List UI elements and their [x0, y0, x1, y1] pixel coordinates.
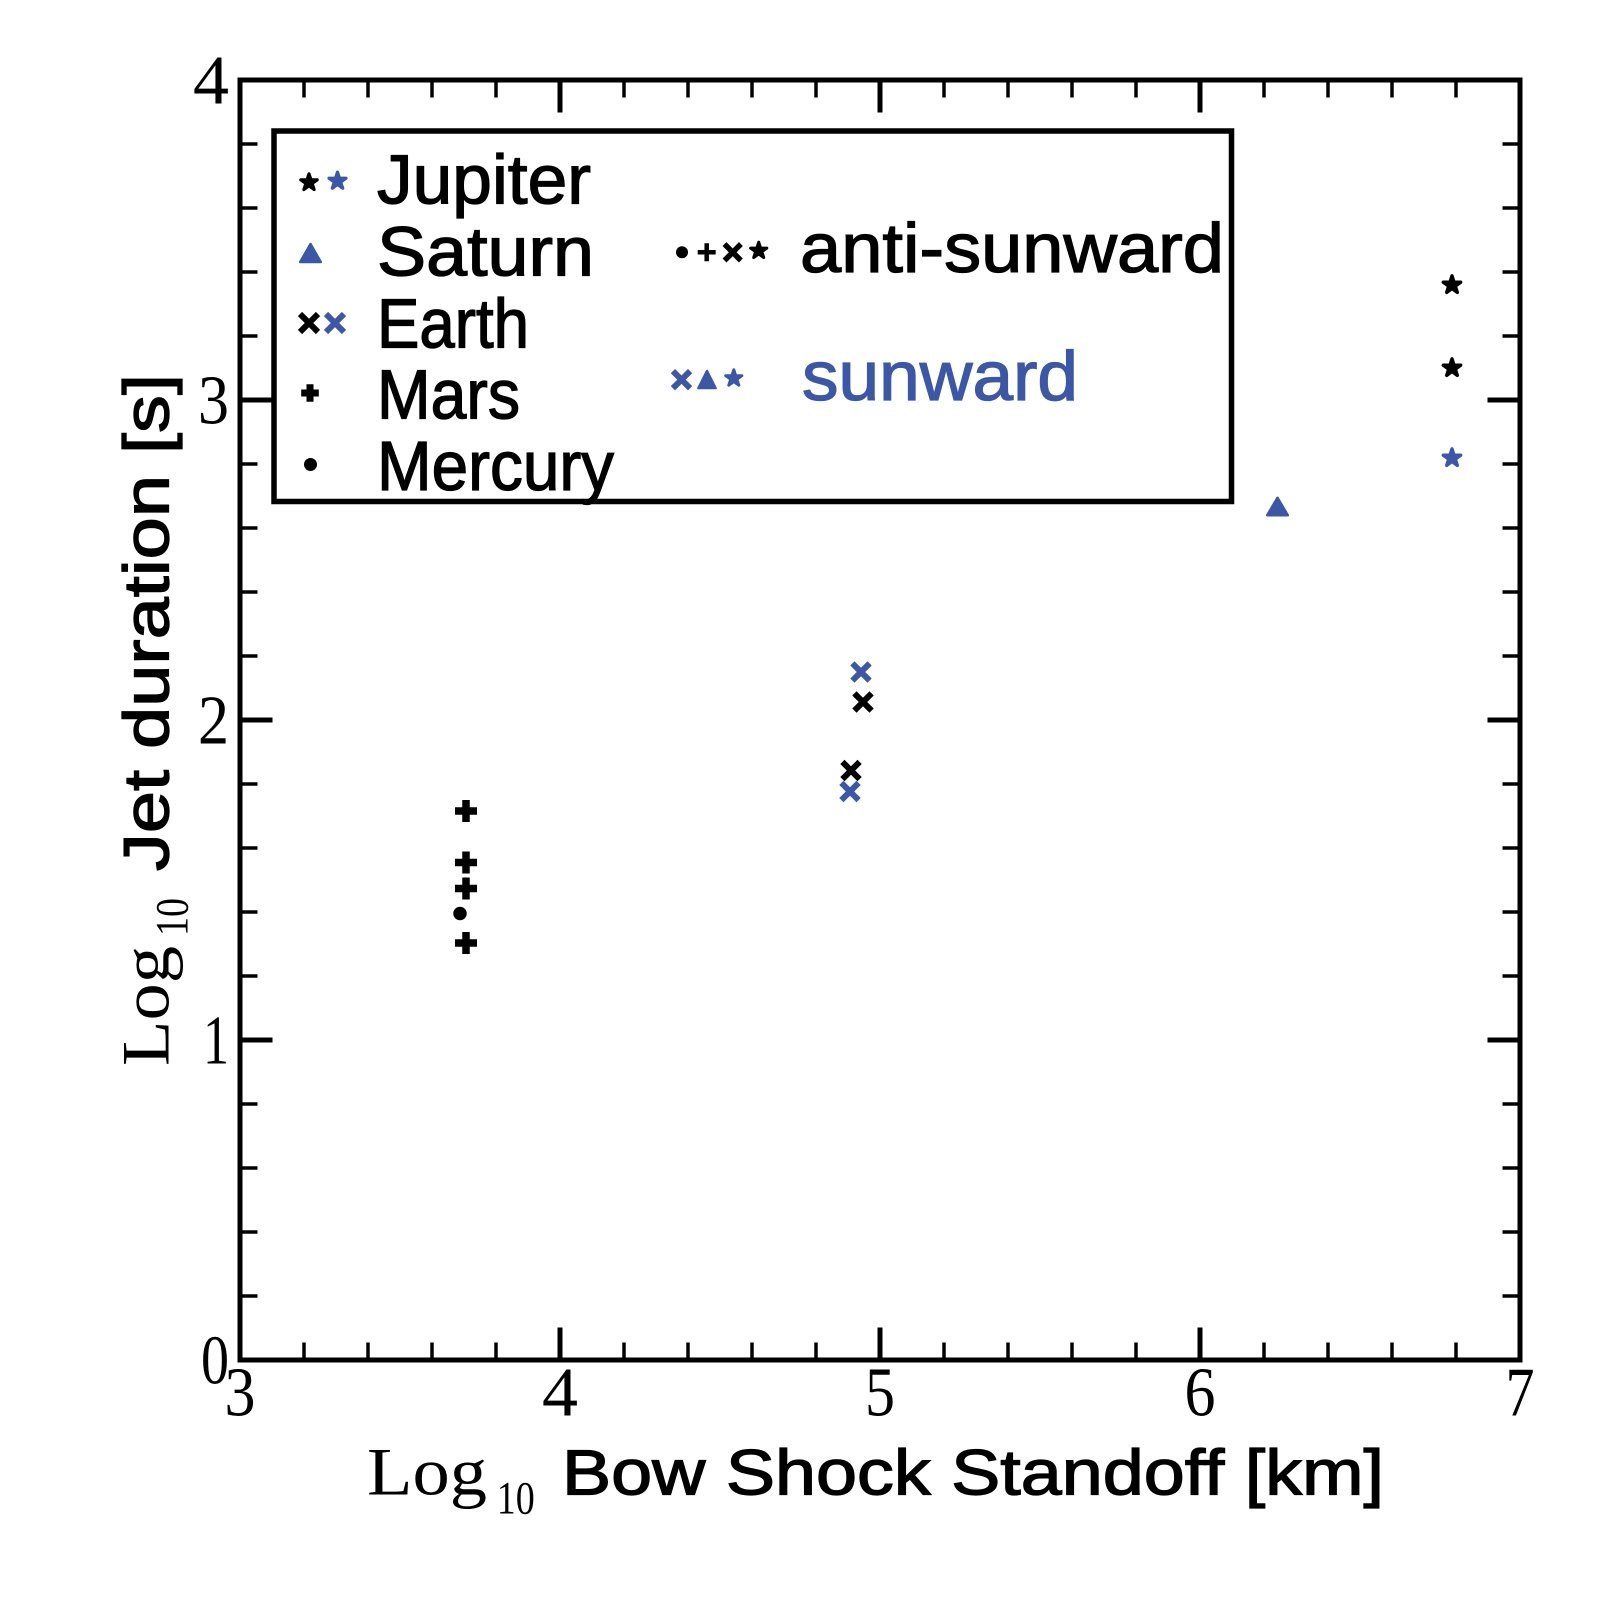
svg-text:Earth: Earth [377, 285, 529, 363]
svg-text:4: 4 [193, 43, 229, 120]
svg-text:10: 10 [147, 898, 199, 936]
svg-text:6: 6 [1185, 1355, 1216, 1432]
svg-text:1: 1 [203, 1003, 229, 1080]
svg-text:3: 3 [198, 363, 229, 440]
svg-text:10: 10 [497, 1473, 535, 1525]
svg-text:Mercury: Mercury [377, 427, 614, 505]
svg-text:Log: Log [108, 946, 184, 1066]
svg-text:Mars: Mars [377, 356, 520, 434]
svg-text:Saturn: Saturn [377, 213, 594, 291]
svg-text:Jupiter: Jupiter [377, 141, 591, 219]
svg-text:3: 3 [225, 1355, 256, 1432]
svg-text:5: 5 [865, 1355, 895, 1432]
svg-text:anti-sunward: anti-sunward [800, 209, 1224, 287]
svg-text:2: 2 [198, 683, 229, 760]
svg-text:0: 0 [201, 1323, 229, 1400]
svg-text:Bow Shock Standoff [km]: Bow Shock Standoff [km] [562, 1437, 1384, 1509]
svg-text:4: 4 [542, 1355, 578, 1432]
svg-text:sunward: sunward [802, 337, 1078, 415]
svg-text:Log: Log [367, 1434, 487, 1510]
svg-text:Jet duration [s]: Jet duration [s] [111, 374, 183, 871]
svg-text:7: 7 [1506, 1355, 1535, 1432]
